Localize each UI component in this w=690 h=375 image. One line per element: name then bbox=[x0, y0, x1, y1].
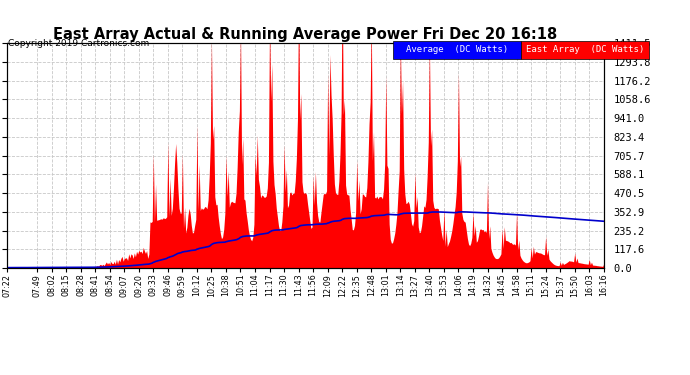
FancyBboxPatch shape bbox=[521, 40, 649, 58]
Text: Copyright 2019 Cartronics.com: Copyright 2019 Cartronics.com bbox=[8, 39, 150, 48]
FancyBboxPatch shape bbox=[393, 40, 521, 58]
Text: Average  (DC Watts): Average (DC Watts) bbox=[406, 45, 509, 54]
Title: East Array Actual & Running Average Power Fri Dec 20 16:18: East Array Actual & Running Average Powe… bbox=[53, 27, 558, 42]
Text: East Array  (DC Watts): East Array (DC Watts) bbox=[526, 45, 644, 54]
